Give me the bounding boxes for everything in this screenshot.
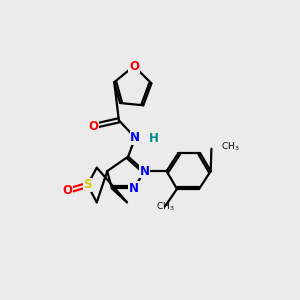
Text: O: O — [129, 59, 139, 73]
Text: H: H — [149, 132, 159, 145]
Text: O: O — [63, 184, 73, 197]
Text: O: O — [88, 120, 98, 133]
Text: N: N — [129, 182, 139, 195]
Text: N: N — [140, 165, 149, 178]
Text: CH$_3$: CH$_3$ — [156, 200, 174, 213]
Text: N: N — [130, 131, 140, 144]
Text: S: S — [83, 178, 92, 191]
Text: CH$_3$: CH$_3$ — [221, 140, 239, 153]
